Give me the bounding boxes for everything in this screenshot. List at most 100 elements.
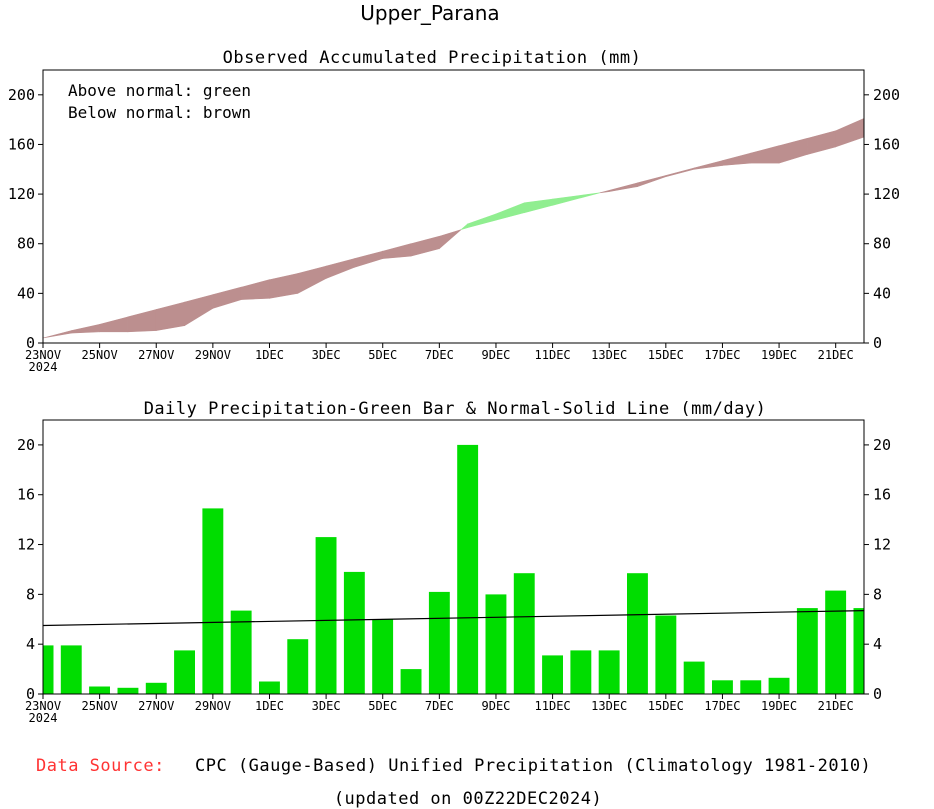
daily-bar [513,573,535,694]
below-normal-area [325,258,355,279]
below-normal-area [71,324,100,334]
daily-xtick-label: 21DEC [818,699,854,713]
acc-ytick-label-left: 0 [26,334,35,352]
acc-year-label: 2024 [29,360,58,374]
accumulated-areas [42,117,865,339]
daily-bar [768,677,790,694]
acc-ytick-label-left: 160 [8,135,35,153]
acc-xtick-label: 13DEC [591,348,627,362]
accumulated-title: Observed Accumulated Precipitation (mm) [223,48,642,68]
accumulated-panel: Observed Accumulated Precipitation (mm) … [8,48,900,374]
acc-xtick-label: 25NOV [82,348,118,362]
above-normal-area [552,194,582,206]
acc-ytick-label-right: 80 [873,235,891,253]
acc-xtick-label: 9DEC [482,348,511,362]
below-normal-area [637,175,667,188]
below-normal-area [354,250,384,268]
normal-line [42,610,865,627]
daily-xtick-label: 13DEC [591,699,627,713]
acc-ytick-label-left: 80 [17,235,35,253]
daily-bar [428,591,450,694]
daily-bar [485,594,507,694]
legend-below: Below normal: brown [68,103,251,122]
daily-ytick-label-right: 16 [873,486,891,504]
daily-xtick-label: 29NOV [195,699,231,713]
daily-xtick-label: 23NOV [25,699,61,713]
below-normal-area [99,316,129,333]
daily-bar [372,619,394,694]
daily-ytick-label-right: 4 [873,635,882,653]
daily-bar [89,686,110,694]
acc-xtick-label: 23NOV [25,348,61,362]
daily-frame [42,419,865,695]
daily-bar [457,444,479,694]
below-normal-area [382,243,412,259]
below-normal-area [807,130,837,155]
daily-bar [400,669,422,694]
daily-bar [570,650,592,694]
daily-bar [202,508,224,694]
above-normal-area [495,202,525,221]
updated-text: (updated on 00Z22DEC2024) [334,789,602,809]
below-normal-area [438,229,462,250]
daily-bar [627,573,648,694]
daily-ytick-label-left: 16 [17,486,35,504]
below-normal-area [722,152,752,166]
below-normal-area [778,137,808,164]
data-source-label: Data Source: [36,756,165,776]
daily-ytick-label-right: 12 [873,536,891,554]
acc-xtick-label: 21DEC [818,348,854,362]
below-normal-area [665,167,695,178]
daily-bar [740,680,762,694]
daily-bar [230,610,252,694]
daily-bar [542,655,563,694]
daily-xtick-label: 19DEC [761,699,797,713]
daily-bar [145,682,167,694]
daily-bar [655,615,677,694]
acc-ytick-label-left: 120 [8,185,35,203]
below-normal-area [240,279,270,300]
daily-xtick-label: 7DEC [425,699,454,713]
daily-ytick-label-left: 0 [26,685,35,703]
acc-xtick-label: 15DEC [648,348,684,362]
daily-xtick-label: 17DEC [704,699,740,713]
daily-bar [259,681,280,694]
daily-xtick-label: 5DEC [368,699,397,713]
acc-xtick-label: 17DEC [704,348,740,362]
daily-xtick-label: 9DEC [482,699,511,713]
below-normal-area [184,294,214,327]
daily-ytick-label-right: 8 [873,585,882,603]
daily-panel: Daily Precipitation-Green Bar & Normal-S… [17,399,891,725]
daily-bars [43,444,864,694]
above-normal-area [523,198,553,214]
daily-ytick-label-right: 20 [873,436,891,454]
acc-xtick-label: 3DEC [312,348,341,362]
above-normal-area [460,223,469,230]
daily-xtick-label: 11DEC [535,699,571,713]
daily-xtick-label: 25NOV [82,699,118,713]
acc-ytick-label-right: 0 [873,334,882,352]
below-normal-area [599,190,610,194]
acc-ytick-label-left: 200 [8,86,35,104]
acc-xtick-label: 11DEC [535,348,571,362]
legend-above: Above normal: green [68,81,251,100]
below-normal-area [212,286,242,309]
accumulated-frame [42,69,865,344]
daily-bar [117,687,139,694]
daily-ytick-label-left: 12 [17,536,35,554]
acc-ytick-label-left: 40 [17,284,35,302]
acc-xtick-label: 5DEC [368,348,397,362]
above-normal-area [580,192,600,199]
daily-bar [287,639,309,694]
acc-ytick-label-right: 200 [873,86,900,104]
daily-xtick-label: 1DEC [255,699,284,713]
daily-xtick-label: 3DEC [312,699,341,713]
below-normal-area [42,330,72,339]
daily-bar [43,645,54,694]
accumulated-axes: 0 0 40 40 80 80 120 120 160 160 200 200 23NOV 25NOV 27… [8,86,900,374]
below-normal-area [269,273,299,299]
below-normal-area [155,301,185,331]
daily-bar [825,590,847,694]
above-normal-area [467,213,497,228]
acc-ytick-label-right: 160 [873,135,900,153]
